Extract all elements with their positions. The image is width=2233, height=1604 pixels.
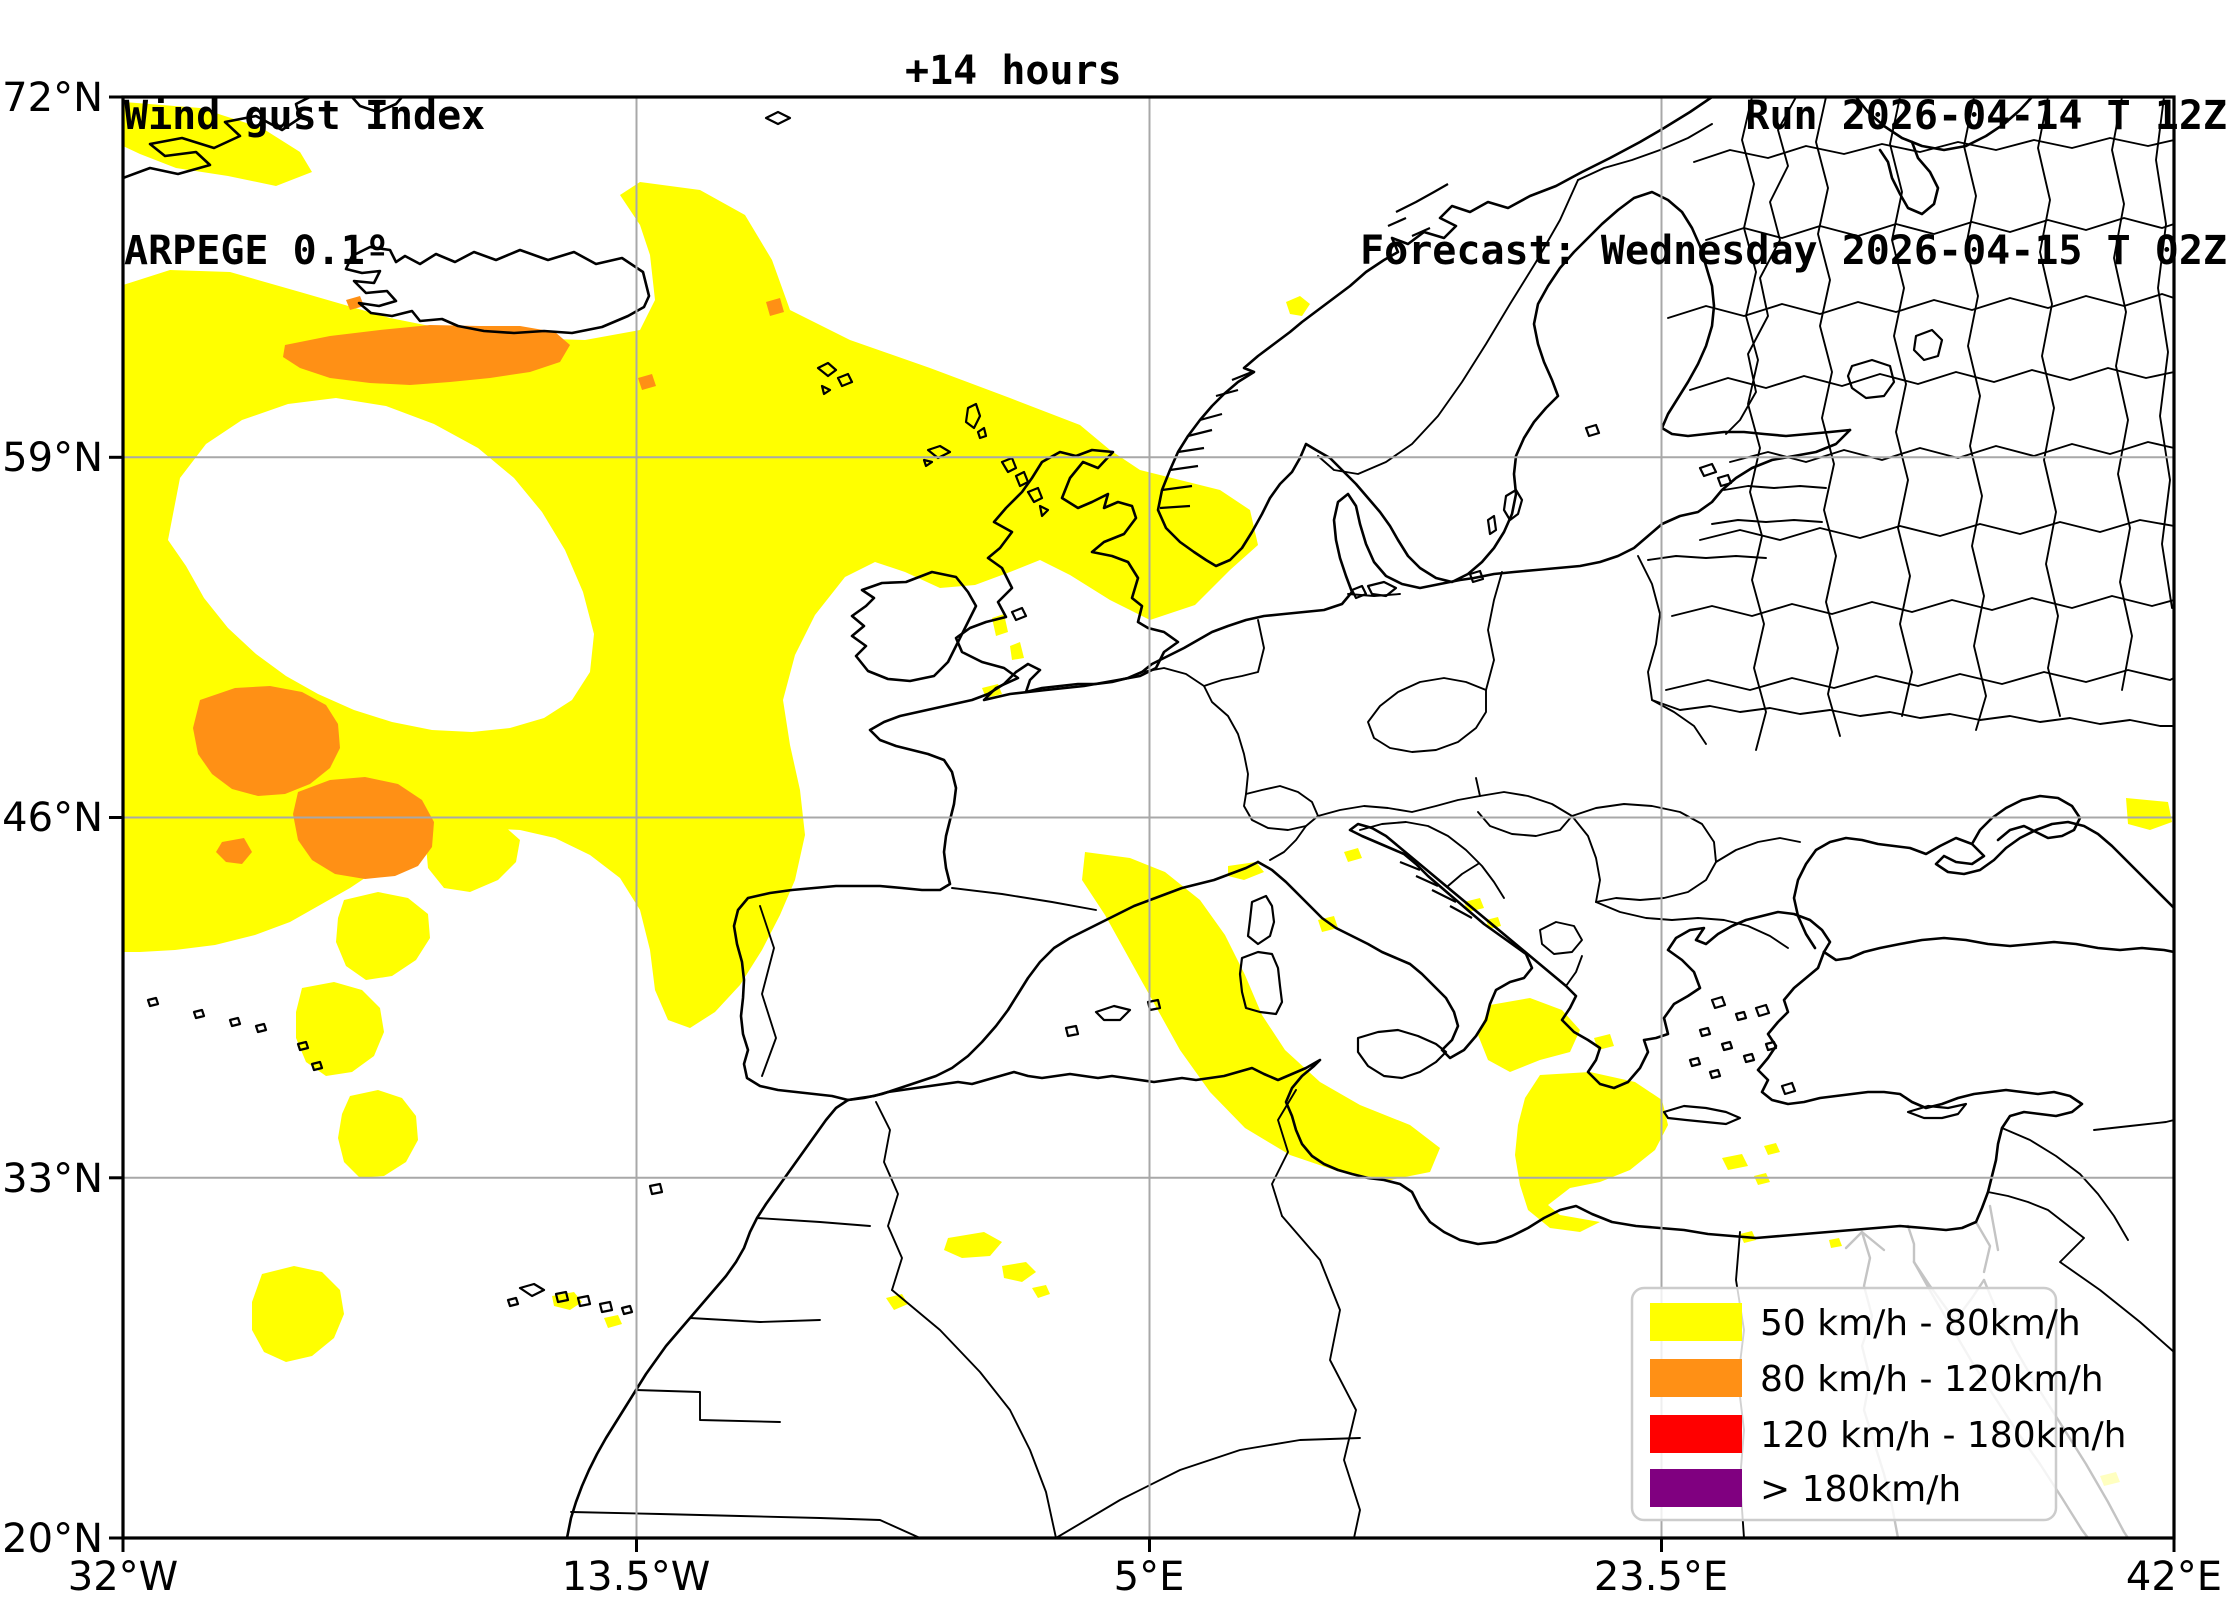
wind-speck bbox=[944, 1232, 1002, 1258]
model-name: ARPEGE 0.1º bbox=[124, 228, 389, 274]
run-block: Run 2026-04-14 T 12Z Forecast: Wednesday… bbox=[1360, 4, 2227, 364]
wind-speck bbox=[604, 1315, 622, 1328]
wind-speck bbox=[1594, 1034, 1614, 1050]
axis-ticks bbox=[109, 95, 2176, 1552]
title-block: Wind gust Index ARPEGE 0.1º bbox=[124, 4, 485, 364]
run-label: Run 2026-04-14 T 12Z bbox=[1745, 93, 2227, 139]
wind-area-yellow-sw2 bbox=[336, 892, 430, 980]
wind-speck bbox=[2216, 852, 2233, 866]
x-tick-5E: 5°E bbox=[1114, 1554, 1185, 1600]
wind-area-yellow-caucasus bbox=[2192, 806, 2233, 846]
wind-speck-orange bbox=[638, 374, 656, 390]
wind-area-yellow-greenland bbox=[123, 102, 312, 186]
wind-speck bbox=[1829, 1238, 1842, 1248]
wind-speck bbox=[2100, 1472, 2120, 1486]
wind-speck bbox=[1754, 1173, 1770, 1185]
wind-area-yellow-sw4 bbox=[338, 1090, 418, 1178]
graticule bbox=[123, 97, 2174, 1538]
x-tick-13-5W: 13.5°W bbox=[562, 1554, 711, 1600]
legend-swatch-80-120 bbox=[1650, 1359, 1742, 1397]
wind-speck-orange bbox=[346, 296, 364, 310]
wind-area-yellow-ionian bbox=[1478, 998, 1580, 1072]
wind-speck bbox=[886, 1294, 908, 1310]
wind-speck-orange bbox=[766, 298, 784, 316]
legend-swatch-gt-180 bbox=[1650, 1469, 1742, 1507]
wind-area-yellow-sw5 bbox=[252, 1266, 344, 1362]
coastlines bbox=[123, 97, 2174, 1538]
wind-area-eye bbox=[168, 398, 594, 732]
y-tick-46N: 46°N bbox=[2, 795, 103, 841]
legend-label-gt-180: > 180km/h bbox=[1760, 1469, 1961, 1510]
map-title: Wind gust Index bbox=[124, 93, 486, 139]
legend-label-80-120: 80 km/h - 120km/h bbox=[1760, 1359, 2104, 1400]
wind-speck bbox=[1464, 898, 1484, 912]
wind-area-yellow-sw3 bbox=[296, 982, 384, 1076]
y-tick-59N: 59°N bbox=[2, 435, 103, 481]
lead-time: +14 hours bbox=[905, 48, 1122, 94]
x-tick-42E: 42°E bbox=[2126, 1554, 2222, 1600]
y-tick-20N: 20°N bbox=[2, 1516, 103, 1562]
legend-box bbox=[1630, 1286, 2058, 1522]
wind-area-yellow-norway-sliver bbox=[1286, 296, 1310, 316]
wind-area-yellow-libyan-sea bbox=[1515, 1072, 1668, 1232]
legend-swatch-120-180 bbox=[1650, 1415, 1742, 1453]
y-tick-72N: 72°N bbox=[2, 75, 103, 121]
wind-speck bbox=[1764, 1143, 1780, 1155]
x-tick-23-5E: 23.5°E bbox=[1594, 1554, 1728, 1600]
legend-label-50-80: 50 km/h - 80km/h bbox=[1760, 1303, 2081, 1344]
wind-speck bbox=[1032, 1285, 1050, 1298]
wind-area-orange-atlantic-south bbox=[293, 777, 434, 879]
wind-area-orange-iceland-south bbox=[283, 325, 570, 385]
wind-speck bbox=[1722, 1154, 1748, 1170]
axis-labels: 32°W 13.5°W 5°E 23.5°E 42°E 72°N 59°N 46… bbox=[2, 75, 2222, 1600]
x-tick-32W: 32°W bbox=[68, 1554, 178, 1600]
wind-speck bbox=[1002, 1262, 1036, 1282]
oblast-borders-mesh bbox=[1665, 97, 2174, 751]
wind-area-orange-atlantic-west bbox=[193, 686, 340, 796]
wind-area-yellow-azov bbox=[2126, 798, 2172, 830]
legend: 50 km/h - 80km/h 80 km/h - 120km/h 120 k… bbox=[1630, 1286, 2126, 1522]
forecast-label: Forecast: Wednesday 2026-04-15 T 02Z bbox=[1360, 228, 2227, 274]
geography-layer bbox=[123, 97, 2174, 1538]
wind-area-orange-small bbox=[216, 838, 252, 864]
y-tick-33N: 33°N bbox=[2, 1156, 103, 1202]
wind-area-yellow-tyrrhenian bbox=[1082, 852, 1440, 1180]
wind-speck bbox=[1228, 862, 1264, 880]
wind-area-yellow-sw1 bbox=[426, 820, 520, 892]
legend-swatch-50-80 bbox=[1650, 1303, 1742, 1341]
wind-speck bbox=[1486, 917, 1501, 929]
legend-label-120-180: 120 km/h - 180km/h bbox=[1760, 1415, 2126, 1456]
wind-speck bbox=[1344, 848, 1362, 862]
country-borders bbox=[570, 97, 2174, 1538]
wind-speck bbox=[1010, 642, 1024, 660]
